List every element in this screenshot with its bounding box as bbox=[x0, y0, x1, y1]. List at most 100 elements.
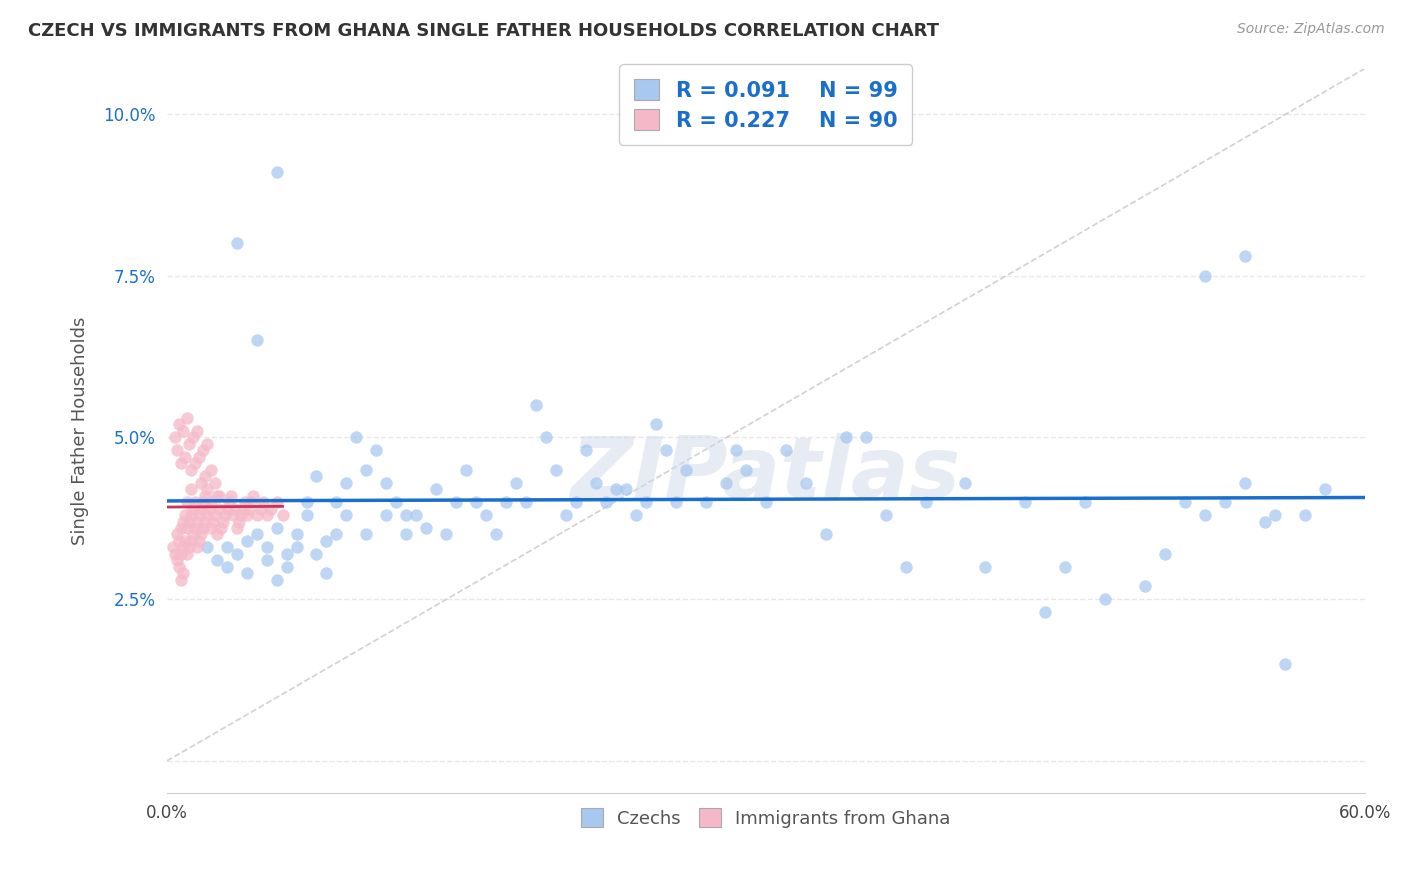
Point bbox=[214, 508, 236, 522]
Point bbox=[775, 443, 797, 458]
Legend: Czechs, Immigrants from Ghana: Czechs, Immigrants from Ghana bbox=[574, 801, 957, 835]
Point bbox=[1094, 592, 1116, 607]
Point bbox=[172, 566, 194, 581]
Point bbox=[200, 495, 222, 509]
Point bbox=[183, 521, 205, 535]
Point bbox=[315, 566, 337, 581]
Point bbox=[614, 482, 637, 496]
Point bbox=[814, 527, 837, 541]
Point bbox=[221, 508, 243, 522]
Point bbox=[325, 495, 347, 509]
Point bbox=[565, 495, 588, 509]
Point bbox=[645, 417, 668, 432]
Point bbox=[181, 527, 204, 541]
Point bbox=[266, 495, 288, 509]
Point bbox=[555, 508, 578, 522]
Point bbox=[225, 521, 247, 535]
Point bbox=[181, 501, 204, 516]
Point bbox=[1264, 508, 1286, 522]
Text: CZECH VS IMMIGRANTS FROM GHANA SINGLE FATHER HOUSEHOLDS CORRELATION CHART: CZECH VS IMMIGRANTS FROM GHANA SINGLE FA… bbox=[28, 22, 939, 40]
Point bbox=[177, 437, 200, 451]
Point bbox=[191, 521, 214, 535]
Point bbox=[714, 475, 737, 490]
Point bbox=[575, 443, 598, 458]
Point bbox=[395, 508, 418, 522]
Point bbox=[485, 527, 508, 541]
Point bbox=[249, 501, 271, 516]
Point bbox=[266, 573, 288, 587]
Point bbox=[834, 430, 856, 444]
Point bbox=[446, 495, 468, 509]
Point bbox=[186, 515, 208, 529]
Point bbox=[242, 489, 264, 503]
Point bbox=[167, 417, 190, 432]
Point bbox=[375, 508, 398, 522]
Point bbox=[218, 495, 240, 509]
Point bbox=[205, 527, 228, 541]
Point bbox=[724, 443, 747, 458]
Point bbox=[195, 508, 218, 522]
Point bbox=[1074, 495, 1097, 509]
Point bbox=[271, 508, 294, 522]
Text: Source: ZipAtlas.com: Source: ZipAtlas.com bbox=[1237, 22, 1385, 37]
Point bbox=[256, 541, 278, 555]
Point bbox=[187, 450, 209, 464]
Point bbox=[1274, 657, 1296, 671]
Point bbox=[219, 489, 242, 503]
Point bbox=[285, 541, 308, 555]
Point bbox=[894, 559, 917, 574]
Point bbox=[211, 515, 233, 529]
Point bbox=[346, 430, 368, 444]
Point bbox=[1254, 515, 1277, 529]
Point bbox=[209, 521, 232, 535]
Point bbox=[194, 489, 217, 503]
Point bbox=[276, 547, 298, 561]
Point bbox=[173, 508, 195, 522]
Point bbox=[1174, 495, 1197, 509]
Point bbox=[197, 501, 219, 516]
Point bbox=[215, 541, 238, 555]
Point bbox=[195, 437, 218, 451]
Point bbox=[675, 463, 697, 477]
Point bbox=[180, 482, 202, 496]
Point bbox=[546, 463, 568, 477]
Point bbox=[170, 573, 193, 587]
Point bbox=[495, 495, 517, 509]
Point bbox=[177, 515, 200, 529]
Point bbox=[205, 489, 228, 503]
Point bbox=[195, 482, 218, 496]
Point bbox=[356, 463, 378, 477]
Point bbox=[233, 495, 256, 509]
Point bbox=[183, 456, 205, 470]
Point bbox=[180, 508, 202, 522]
Point bbox=[285, 527, 308, 541]
Point bbox=[225, 547, 247, 561]
Point bbox=[224, 501, 246, 516]
Point bbox=[205, 553, 228, 567]
Point bbox=[177, 541, 200, 555]
Point bbox=[325, 527, 347, 541]
Point bbox=[505, 475, 527, 490]
Point bbox=[204, 508, 226, 522]
Point bbox=[166, 553, 188, 567]
Point bbox=[176, 495, 198, 509]
Point bbox=[163, 547, 186, 561]
Point bbox=[173, 533, 195, 548]
Point bbox=[524, 398, 547, 412]
Point bbox=[208, 501, 231, 516]
Point bbox=[194, 469, 217, 483]
Point bbox=[1233, 475, 1256, 490]
Point bbox=[356, 527, 378, 541]
Point bbox=[172, 541, 194, 555]
Point bbox=[605, 482, 627, 496]
Point bbox=[405, 508, 427, 522]
Point bbox=[166, 443, 188, 458]
Point bbox=[395, 527, 418, 541]
Point bbox=[246, 334, 269, 348]
Point bbox=[172, 515, 194, 529]
Point bbox=[194, 515, 217, 529]
Point bbox=[914, 495, 936, 509]
Point bbox=[295, 495, 318, 509]
Point bbox=[187, 533, 209, 548]
Point bbox=[1294, 508, 1316, 522]
